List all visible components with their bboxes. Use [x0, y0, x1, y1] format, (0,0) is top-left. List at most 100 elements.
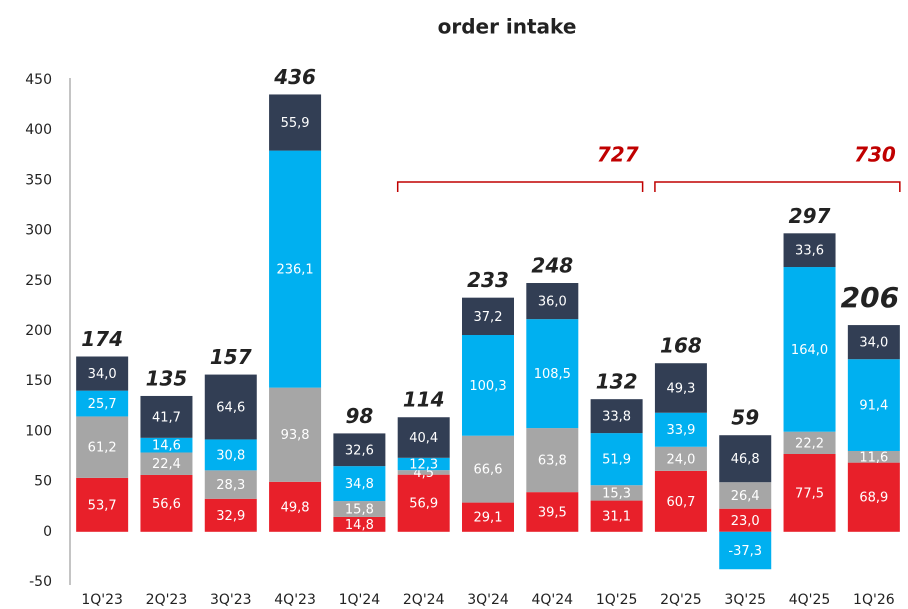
bar-segment: [654, 412, 707, 447]
y-tick-label: 200: [25, 323, 52, 339]
value-label: 66,6: [474, 463, 503, 478]
value-label: 34,8: [345, 477, 374, 492]
value-label: 53,7: [88, 498, 117, 513]
bracket-label: 727: [597, 143, 639, 167]
value-label: 164,0: [791, 343, 828, 358]
bar-segment: [526, 492, 579, 532]
bar-segment: [783, 267, 836, 432]
y-tick-label: 0: [43, 524, 52, 540]
y-tick-label: 150: [25, 373, 52, 389]
value-label: 236,1: [276, 263, 313, 278]
value-label: 25,7: [88, 397, 117, 412]
value-label: 36,0: [538, 295, 567, 310]
value-label: 55,9: [281, 116, 310, 131]
total-label: 98: [345, 404, 373, 428]
x-tick-label: 3Q'25: [724, 592, 766, 608]
bar-segment: [269, 94, 322, 151]
bar-segment: [719, 531, 772, 570]
y-tick-label: 100: [25, 423, 52, 439]
value-label: 11,6: [859, 450, 888, 465]
x-tick-label: 2Q'25: [660, 592, 702, 608]
value-label: 63,8: [538, 454, 567, 469]
value-label: 41,7: [152, 410, 181, 425]
value-label: 33,6: [795, 244, 824, 259]
x-tick-label: 3Q'23: [210, 592, 252, 608]
y-tick-label: 400: [25, 122, 52, 138]
x-tick-label: 2Q'24: [403, 592, 445, 608]
bar-segment: [590, 433, 643, 486]
bar-segment: [333, 433, 386, 467]
total-label: 174: [81, 327, 123, 351]
value-label: 14,6: [152, 439, 181, 454]
value-label: 39,5: [538, 505, 567, 520]
bracket: [396, 181, 644, 192]
y-tick-label: 350: [25, 172, 52, 188]
value-label: 61,2: [88, 441, 117, 456]
value-label: 100,3: [469, 379, 506, 394]
total-label: 206: [841, 281, 899, 314]
value-label: 14,8: [345, 518, 374, 533]
bar-segment: [783, 431, 836, 454]
total-label: 297: [789, 204, 831, 228]
bar-segment: [783, 453, 836, 532]
bar-segment: [269, 387, 322, 482]
x-tick-label: 1Q'24: [339, 592, 381, 608]
bar-segment: [462, 335, 514, 436]
bar-segment: [590, 485, 643, 501]
value-label: -37,3: [728, 544, 762, 559]
x-tick-label: 4Q'23: [274, 592, 316, 608]
total-label: 168: [660, 334, 702, 358]
value-label: 33,8: [602, 410, 631, 425]
bar-segment: [526, 319, 579, 429]
value-label: 30,8: [216, 448, 245, 463]
bar-segment: [654, 470, 707, 532]
x-tick-label: 1Q'25: [596, 592, 638, 608]
x-tick-label: 3Q'24: [467, 592, 509, 608]
value-label: 46,8: [731, 452, 760, 467]
value-label: 26,4: [731, 489, 760, 504]
value-label: 64,6: [216, 401, 245, 416]
value-label: 56,9: [409, 497, 438, 512]
bracket: [654, 181, 901, 192]
x-tick-label: 1Q'26: [853, 592, 895, 608]
bar-segment: [333, 466, 386, 502]
bar-segment: [462, 435, 514, 503]
bar-segment: [590, 500, 643, 532]
bar-segment: [204, 439, 257, 471]
total-label: 436: [273, 65, 316, 89]
x-tick-label: 4Q'24: [532, 592, 574, 608]
bar-segment: [397, 474, 450, 532]
x-tick-label: 4Q'25: [789, 592, 831, 608]
value-label: 60,7: [666, 495, 695, 510]
total-label: 132: [596, 370, 638, 394]
bar-segment: [140, 395, 193, 438]
chart-title: order intake: [438, 15, 577, 39]
bar-segment: [719, 435, 772, 483]
value-label: 23,0: [731, 514, 760, 529]
value-label: 15,3: [602, 486, 631, 501]
y-tick-label: -50: [29, 574, 52, 590]
bar-segment: [847, 359, 900, 451]
bar-segment: [590, 399, 643, 434]
value-label: 32,6: [345, 443, 374, 458]
bar-segment: [140, 474, 193, 532]
value-label: 24,0: [666, 452, 695, 467]
bar-segment: [462, 502, 514, 532]
bar-segment: [204, 470, 257, 499]
bar-segment: [654, 363, 707, 413]
value-label: 51,9: [602, 453, 631, 468]
value-label: 28,3: [216, 478, 245, 493]
bar-segment: [269, 150, 322, 388]
bar-segment: [719, 482, 772, 509]
total-label: 114: [403, 388, 445, 412]
value-label: 37,2: [474, 310, 503, 325]
value-label: 91,4: [859, 399, 888, 414]
bar-segment: [76, 416, 129, 478]
x-tick-label: 2Q'23: [146, 592, 188, 608]
value-label: 56,6: [152, 497, 181, 512]
bar-segment: [140, 452, 193, 475]
bar-segment: [654, 446, 707, 471]
value-label: 49,3: [666, 381, 695, 396]
total-label: 248: [531, 254, 573, 278]
